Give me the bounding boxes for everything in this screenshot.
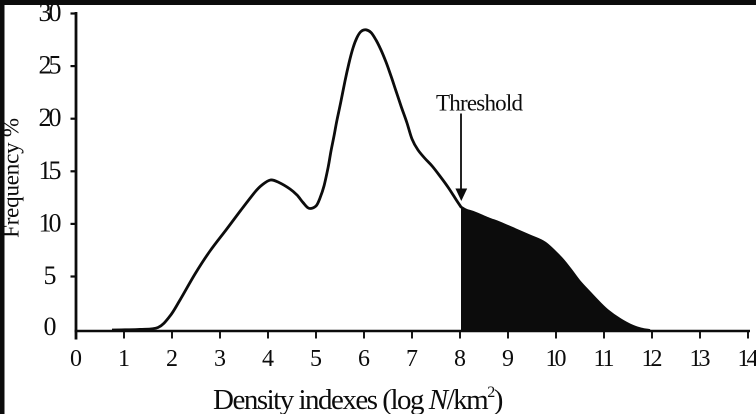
- svg-text:11: 11: [594, 346, 615, 372]
- svg-text:8: 8: [454, 346, 466, 372]
- svg-text:30: 30: [39, 0, 62, 27]
- svg-text:10: 10: [39, 208, 62, 237]
- svg-text:Frequency %: Frequency %: [0, 118, 24, 238]
- svg-text:9: 9: [502, 346, 514, 372]
- svg-text:12: 12: [642, 346, 663, 372]
- svg-text:15: 15: [39, 156, 62, 185]
- svg-text:20: 20: [39, 103, 62, 132]
- svg-text:2: 2: [166, 346, 178, 372]
- svg-text:3: 3: [214, 346, 226, 372]
- svg-text:13: 13: [690, 346, 711, 372]
- svg-text:Density indexes (log N/km2): Density indexes (log N/km2): [213, 384, 503, 414]
- svg-text:0: 0: [44, 312, 57, 341]
- svg-text:6: 6: [358, 346, 370, 372]
- svg-text:5: 5: [310, 346, 322, 372]
- svg-text:4: 4: [262, 346, 274, 372]
- svg-text:25: 25: [39, 51, 62, 80]
- svg-text:7: 7: [406, 346, 418, 372]
- svg-text:Threshold: Threshold: [436, 91, 524, 116]
- svg-text:1: 1: [118, 346, 130, 372]
- svg-text:5: 5: [44, 261, 57, 290]
- svg-text:14: 14: [738, 346, 756, 372]
- svg-text:0: 0: [70, 346, 82, 372]
- svg-text:10: 10: [546, 346, 567, 372]
